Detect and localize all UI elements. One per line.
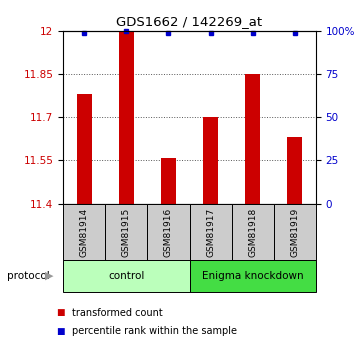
- Bar: [203, 117, 218, 204]
- Text: control: control: [108, 271, 144, 281]
- Text: GSM81914: GSM81914: [80, 207, 89, 257]
- Bar: [77, 94, 92, 204]
- Title: GDS1662 / 142269_at: GDS1662 / 142269_at: [117, 16, 262, 29]
- Text: ■: ■: [56, 327, 65, 336]
- Text: ▶: ▶: [44, 271, 53, 281]
- Bar: [119, 31, 134, 204]
- Text: GSM81915: GSM81915: [122, 207, 131, 257]
- Text: GSM81916: GSM81916: [164, 207, 173, 257]
- Text: transformed count: transformed count: [72, 308, 163, 318]
- Text: GSM81918: GSM81918: [248, 207, 257, 257]
- Text: GSM81917: GSM81917: [206, 207, 215, 257]
- Bar: [287, 137, 302, 204]
- Text: protocol: protocol: [7, 271, 50, 281]
- Text: Enigma knockdown: Enigma knockdown: [202, 271, 304, 281]
- Text: GSM81919: GSM81919: [290, 207, 299, 257]
- Text: ■: ■: [56, 308, 65, 317]
- Bar: [161, 158, 176, 204]
- Bar: [245, 74, 260, 204]
- Text: percentile rank within the sample: percentile rank within the sample: [72, 326, 237, 336]
